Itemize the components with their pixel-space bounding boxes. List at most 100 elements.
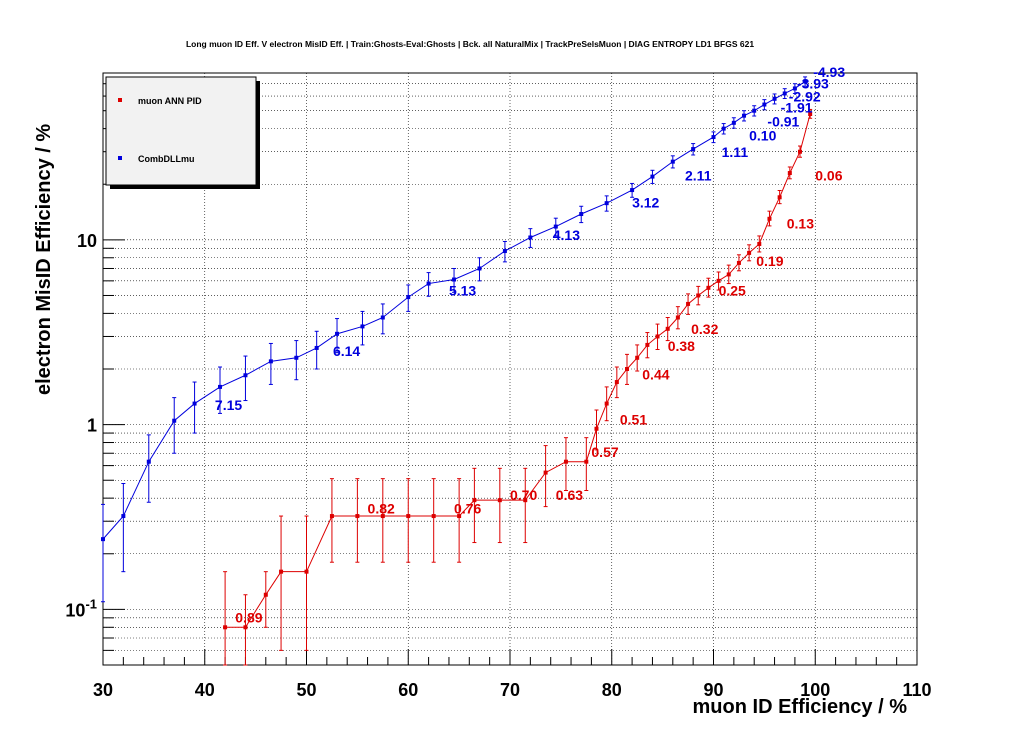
threshold-label: -4.93 bbox=[813, 64, 845, 80]
data-point bbox=[655, 334, 660, 339]
data-point bbox=[497, 498, 502, 503]
data-point bbox=[782, 91, 787, 96]
threshold-label: 1.11 bbox=[722, 144, 749, 160]
threshold-label: 0.51 bbox=[620, 412, 647, 428]
data-point bbox=[380, 514, 385, 519]
data-point bbox=[645, 342, 650, 347]
threshold-label: 0.63 bbox=[556, 487, 583, 503]
y-tick-label: 1 bbox=[87, 416, 97, 436]
data-point bbox=[604, 401, 609, 406]
x-tick-label: 100 bbox=[800, 680, 830, 700]
series-line-muon-ann-pid bbox=[225, 113, 811, 628]
data-point bbox=[563, 459, 568, 464]
threshold-label: 0.89 bbox=[235, 609, 262, 625]
data-point bbox=[736, 260, 741, 265]
threshold-label: 0.57 bbox=[591, 444, 618, 460]
threshold-label: 3.12 bbox=[632, 194, 659, 210]
threshold-label: 0.19 bbox=[756, 253, 783, 269]
data-point bbox=[584, 459, 589, 464]
data-point bbox=[797, 149, 802, 154]
threshold-label: 6.14 bbox=[333, 343, 360, 359]
data-point bbox=[604, 201, 609, 206]
chart-title: Long muon ID Eff. V electron MisID Eff. … bbox=[186, 39, 754, 49]
data-point bbox=[675, 315, 680, 320]
data-point bbox=[767, 216, 772, 221]
data-point bbox=[457, 514, 462, 519]
x-axis-label: muon ID Efficiency / % bbox=[693, 696, 908, 718]
data-point bbox=[665, 326, 670, 331]
data-point bbox=[360, 324, 365, 329]
threshold-label: 5.13 bbox=[449, 282, 476, 298]
y-tick-label: 10 bbox=[77, 231, 97, 251]
data-point bbox=[635, 355, 640, 360]
data-point bbox=[528, 235, 533, 240]
threshold-label: 0.38 bbox=[668, 338, 695, 354]
threshold-label: 0.06 bbox=[815, 167, 842, 183]
data-point bbox=[594, 426, 599, 431]
data-point bbox=[670, 159, 675, 164]
data-point bbox=[742, 113, 747, 118]
y-tick-label: 10-1 bbox=[65, 596, 97, 620]
data-point bbox=[426, 281, 431, 286]
data-point bbox=[777, 195, 782, 200]
x-tick-label: 60 bbox=[398, 680, 418, 700]
data-point bbox=[192, 401, 197, 406]
series-combdllmu bbox=[101, 76, 808, 603]
y-axis-label: electron MisID Efficiency / % bbox=[33, 124, 55, 395]
data-point bbox=[523, 498, 528, 503]
series-muon-ann-pid bbox=[223, 108, 813, 666]
data-point bbox=[304, 569, 309, 574]
data-point bbox=[218, 384, 223, 389]
data-point bbox=[502, 249, 507, 254]
data-point bbox=[752, 108, 757, 113]
data-point bbox=[314, 345, 319, 350]
x-tick-label: 110 bbox=[902, 680, 931, 700]
axis-ticks bbox=[102, 72, 918, 666]
threshold-label: 0.25 bbox=[719, 282, 746, 298]
threshold-label: 4.13 bbox=[553, 227, 580, 243]
data-point bbox=[808, 111, 813, 116]
data-point bbox=[543, 470, 548, 475]
data-point bbox=[772, 96, 777, 101]
x-tick-label: 30 bbox=[93, 680, 113, 700]
legend-label-muon-ann-pid: muon ANN PID bbox=[138, 96, 202, 106]
threshold-label: -1.91 bbox=[781, 99, 813, 115]
data-point bbox=[243, 373, 248, 378]
data-point bbox=[121, 514, 126, 519]
x-tick-label: 50 bbox=[296, 680, 316, 700]
data-point bbox=[452, 277, 457, 282]
data-point bbox=[792, 86, 797, 91]
legend-marker-combdllmu bbox=[118, 156, 122, 160]
data-point bbox=[731, 120, 736, 125]
data-point bbox=[243, 625, 248, 630]
x-tick-label: 80 bbox=[602, 680, 622, 700]
threshold-label: 0.82 bbox=[368, 501, 395, 517]
data-point bbox=[691, 147, 696, 152]
threshold-label: 0.70 bbox=[510, 487, 537, 503]
x-tick-labels: 30 40 50 60 70 80 90 100 110 bbox=[93, 680, 932, 700]
data-point bbox=[146, 459, 151, 464]
data-point bbox=[329, 514, 334, 519]
data-point bbox=[579, 212, 584, 217]
data-point bbox=[172, 418, 177, 423]
data-point bbox=[757, 241, 762, 246]
data-point bbox=[294, 355, 299, 360]
legend: muon ANN PID CombDLLmu bbox=[105, 76, 260, 189]
data-point bbox=[686, 301, 691, 306]
data-point bbox=[803, 79, 808, 84]
threshold-label: 0.10 bbox=[749, 127, 776, 143]
x-tick-label: 70 bbox=[500, 680, 520, 700]
threshold-label: 0.32 bbox=[691, 321, 718, 337]
y-tick-labels: 10-1 1 10 bbox=[65, 231, 97, 621]
x-tick-label: 90 bbox=[703, 680, 723, 700]
data-point bbox=[268, 359, 273, 364]
data-point bbox=[355, 514, 360, 519]
data-point bbox=[477, 266, 482, 271]
data-point bbox=[650, 174, 655, 179]
data-point bbox=[625, 367, 630, 371]
data-point bbox=[335, 331, 340, 336]
threshold-label: -3.93 bbox=[797, 75, 829, 91]
data-point bbox=[101, 537, 105, 542]
data-point bbox=[223, 625, 228, 630]
